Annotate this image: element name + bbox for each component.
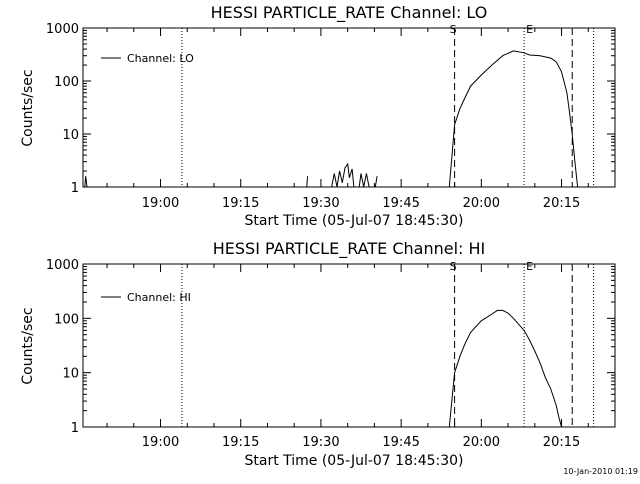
marker-label-hi: E	[526, 260, 533, 273]
x-tick-label-lo: 19:15	[222, 196, 259, 211]
x-tick-label-lo: 19:30	[302, 196, 339, 211]
x-tick-label-hi: 20:15	[543, 435, 580, 450]
data-line-lo	[84, 176, 88, 188]
x-tick-label-hi: 19:45	[382, 435, 419, 450]
plot-frame-lo	[82, 27, 616, 188]
y-axis-label-lo: Counts/sec	[20, 69, 36, 146]
x-axis-label-hi: Start Time (05-Jul-07 18:45:30)	[244, 453, 463, 469]
y-tick-label-hi: 1	[71, 421, 79, 436]
x-axis-label-lo: Start Time (05-Jul-07 18:45:30)	[244, 213, 463, 229]
marker-label-hi: S	[450, 260, 457, 273]
data-line-lo	[331, 162, 355, 188]
y-tick-label-lo: 100	[54, 75, 79, 90]
y-axis-label-hi: Counts/sec	[20, 307, 36, 384]
data-line-lo	[358, 173, 370, 188]
x-tick-label-hi: 19:30	[302, 435, 339, 450]
x-tick-label-lo: 19:00	[142, 196, 179, 211]
x-tick-label-lo: 20:00	[463, 196, 500, 211]
y-tick-label-lo: 1	[71, 181, 79, 196]
plot-frame-hi	[82, 263, 616, 428]
y-tick-label-lo: 1000	[46, 22, 79, 37]
data-line-lo	[448, 50, 579, 188]
x-tick-label-hi: 19:00	[142, 435, 179, 450]
x-tick-label-hi: 19:15	[222, 435, 259, 450]
data-line-lo	[374, 176, 378, 188]
data-line-hi	[448, 309, 562, 428]
y-tick-label-hi: 1000	[46, 258, 79, 273]
marker-label-lo: E	[526, 23, 533, 36]
x-tick-label-lo: 20:15	[543, 196, 580, 211]
chart-title-lo: HESSI PARTICLE_RATE Channel: LO	[211, 3, 488, 23]
x-tick-label-lo: 19:45	[382, 196, 419, 211]
marker-label-lo: S	[450, 23, 457, 36]
y-tick-label-hi: 10	[62, 367, 79, 382]
y-tick-label-lo: 10	[62, 128, 79, 143]
footer-timestamp: 10-Jan-2010 01:19	[563, 467, 638, 476]
x-tick-label-hi: 20:00	[463, 435, 500, 450]
legend-label-hi: Channel: HI	[127, 291, 191, 304]
y-tick-label-hi: 100	[54, 312, 79, 327]
legend-label-lo: Channel: LO	[127, 52, 194, 65]
data-line-lo	[306, 176, 309, 188]
chart-title-hi: HESSI PARTICLE_RATE Channel: HI	[213, 239, 486, 259]
